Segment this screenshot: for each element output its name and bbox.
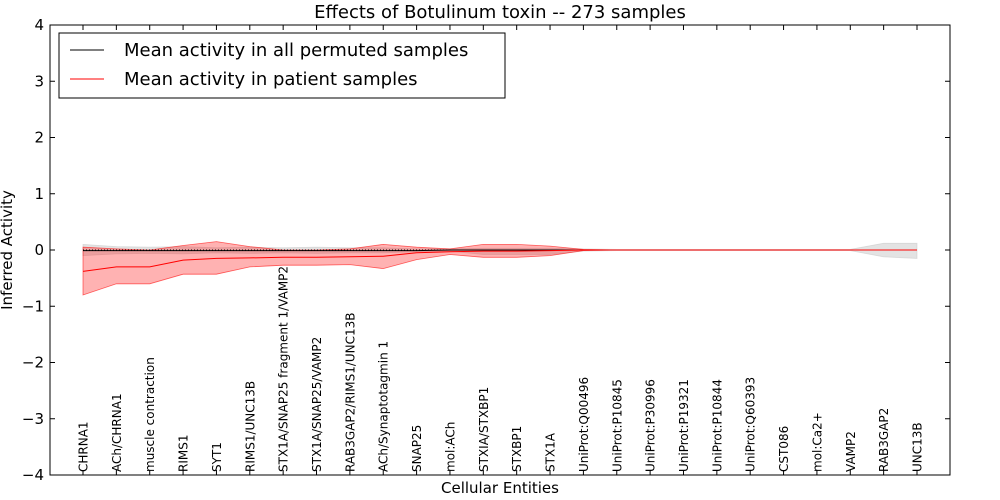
x-tick-label: STXIA/STXBP1 (477, 387, 491, 472)
x-tick-label: UniProt:P30996 (644, 379, 658, 472)
y-tick-label: 3 (34, 72, 44, 90)
x-tick-label: RIMS1 (177, 435, 191, 472)
y-tick-label: 1 (34, 185, 44, 203)
x-tick-label: STX1A/SNAP25 fragment 1/VAMP2 (277, 266, 291, 472)
x-tick-label: SNAP25 (410, 425, 424, 472)
x-tick-label: RIMS1/UNC13B (243, 381, 257, 472)
x-tick-label: UniProt:P19321 (677, 379, 691, 472)
y-tick-label: −1 (22, 297, 44, 315)
y-tick-label: 0 (34, 241, 44, 259)
x-tick-label: VAMP2 (844, 431, 858, 472)
y-tick-label: 2 (34, 129, 44, 147)
legend-entry-label: Mean activity in all permuted samples (124, 40, 468, 61)
x-tick-label: mol:ACh (444, 422, 458, 472)
x-tick-label: UniProt:Q60393 (744, 377, 758, 472)
y-tick-label: −2 (22, 354, 44, 372)
series-line-patient (82, 249, 917, 272)
x-tick-label: SYT1 (210, 442, 224, 472)
x-tick-label: STX1A/SNAP25/VAMP2 (310, 337, 324, 472)
series-lines (82, 249, 917, 272)
x-tick-label: RAB3GAP2/RIMS1/UNC13B (343, 312, 357, 472)
y-tick-label: −4 (22, 466, 44, 484)
legend: Mean activity in all permuted samples Mea… (58, 32, 506, 99)
x-tick-label: UniProt:Q00496 (577, 377, 591, 472)
legend-entry-label: Mean activity in patient samples (124, 69, 418, 90)
x-axis: CHRNA1 ACh/CHRNA1 muscle contraction RIMS1 S… (77, 25, 925, 475)
x-tick-label: UNC13B (911, 422, 925, 472)
x-tick-label: UniProt:P10845 (610, 379, 624, 472)
legend-box (58, 32, 506, 99)
y-tick-label: −3 (22, 410, 44, 428)
x-tick-label: ACh/CHRNA1 (110, 393, 124, 472)
plot-frame (49, 24, 951, 476)
x-tick-label: STX1A (544, 432, 558, 472)
x-tick-label: mol:Ca2+ (810, 412, 824, 472)
x-tick-label: CHRNA1 (77, 421, 91, 472)
x-tick-label: muscle contraction (143, 357, 157, 472)
x-tick-label: STXBP1 (510, 426, 524, 472)
y-axis: −4 −3 −2 −1 0 1 2 3 4 (22, 16, 950, 484)
x-tick-label: RAB3GAP2 (877, 408, 891, 472)
chart-title: Effects of Botulinum toxin -- 273 sample… (314, 2, 686, 23)
x-tick-label: ACh/Synaptotagmin 1 (377, 341, 391, 472)
x-tick-label: UniProt:P10844 (710, 379, 724, 472)
y-axis-label: Inferred Activity (0, 190, 16, 310)
x-axis-label: Cellular Entities (441, 479, 559, 497)
x-tick-label: CST086 (777, 426, 791, 472)
y-tick-label: 4 (34, 16, 44, 34)
